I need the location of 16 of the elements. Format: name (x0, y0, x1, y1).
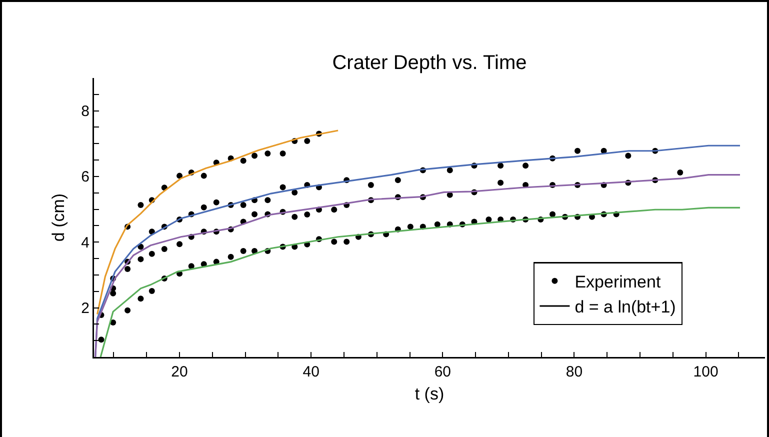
x-tick-label: 40 (302, 364, 320, 380)
y-axis-title: d (cm) (48, 193, 68, 242)
chart-title: Crater Depth vs. Time (332, 52, 527, 74)
legend-label: Experiment (574, 272, 661, 292)
line-series (96, 130, 339, 316)
y-tick-label: 6 (81, 168, 90, 186)
x-tick-label: 20 (171, 364, 188, 380)
x-axis-title: t (s) (414, 384, 444, 404)
x-tick-label: 80 (566, 364, 583, 380)
legend-label: d = a ln(bt+1) (574, 298, 676, 317)
y-tick-label: 4 (81, 234, 90, 252)
x-tick-label: 60 (434, 364, 452, 380)
y-tick-label: 8 (81, 103, 90, 120)
line-series (100, 206, 741, 357)
x-tick-label: 100 (693, 364, 718, 380)
y-tick-label: 2 (81, 300, 90, 318)
